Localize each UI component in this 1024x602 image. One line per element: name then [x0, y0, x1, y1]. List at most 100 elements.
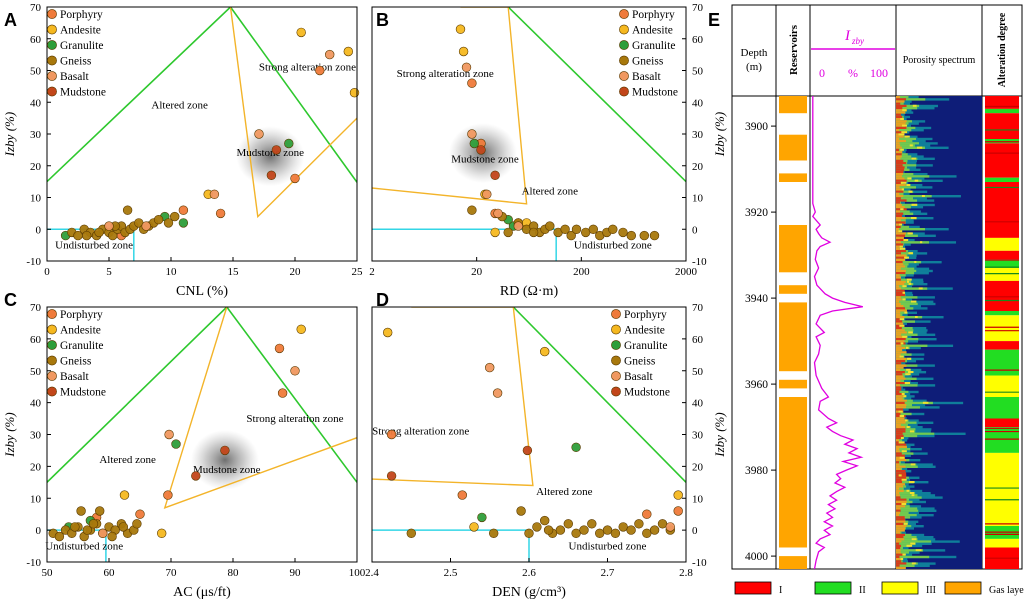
porosity-band — [896, 283, 914, 286]
data-point-gneiss — [618, 227, 628, 238]
porosity-band — [901, 503, 907, 505]
porosity-band — [896, 540, 932, 543]
legend-label: Basalt — [632, 71, 662, 83]
porosity-band — [896, 454, 905, 457]
porosity-band — [896, 432, 903, 435]
y-tick-label: 50 — [692, 66, 704, 78]
porosity-band — [896, 272, 906, 275]
data-point-gneiss — [657, 519, 668, 529]
porosity-band — [896, 155, 902, 158]
data-point-andesite — [539, 346, 550, 357]
porosity-band — [904, 135, 910, 138]
porosity-band — [896, 509, 919, 512]
porosity-band — [896, 113, 901, 116]
porosity-band — [896, 452, 914, 455]
porosity-band — [896, 120, 907, 123]
porosity-band — [908, 252, 913, 255]
porosity-band — [896, 445, 907, 449]
y-tick-label: 50 — [30, 366, 42, 378]
y-axis-label: Izby (%) — [2, 112, 17, 157]
porosity-band — [896, 533, 905, 537]
porosity-band — [901, 393, 905, 395]
data-point-andesite — [490, 227, 500, 238]
porosity-band — [896, 333, 918, 336]
gas-layer-band — [779, 397, 807, 548]
porosity-band — [905, 373, 911, 376]
porosity-band — [905, 346, 909, 349]
porosity-band — [899, 324, 905, 327]
izby-scale-unit: % — [848, 66, 858, 80]
alteration-band — [985, 237, 1019, 251]
data-point-andesite — [349, 87, 360, 98]
alteration-band — [985, 538, 1019, 548]
data-point-gneiss — [579, 525, 589, 535]
y-tick-label: -10 — [692, 256, 707, 268]
porosity-band — [907, 232, 913, 235]
porosity-band — [896, 443, 907, 446]
porosity-band — [896, 549, 901, 552]
green-boundary-line — [47, 7, 357, 183]
porosity-band — [901, 188, 905, 191]
porosity-band — [896, 516, 905, 519]
gas-layer-band — [779, 173, 807, 182]
porosity-band — [906, 368, 911, 371]
porosity-band — [896, 316, 923, 319]
porosity-band — [896, 496, 901, 499]
porosity-band — [896, 214, 903, 218]
porosity-band — [896, 553, 904, 556]
porosity-band — [911, 538, 917, 541]
data-point-gneiss — [132, 519, 142, 529]
porosity-band — [901, 478, 907, 481]
porosity-band — [896, 148, 900, 152]
data-point-gneiss — [54, 531, 65, 542]
data-point-gneiss — [649, 230, 660, 241]
porosity-band — [896, 278, 911, 281]
porosity-band — [896, 305, 904, 308]
data-point-porphyry — [290, 173, 300, 184]
porosity-band — [896, 223, 901, 226]
porosity-band — [896, 265, 906, 268]
porosity-band — [896, 364, 918, 367]
porosity-band — [908, 190, 913, 193]
izby-header-sub: zby — [851, 36, 864, 46]
izby-curve — [812, 96, 864, 570]
data-point-gneiss — [539, 515, 550, 526]
x-tick-label: 0 — [44, 266, 50, 278]
porosity-band — [896, 173, 904, 176]
mudstone-glow — [190, 430, 259, 490]
data-point-gneiss — [524, 528, 534, 538]
porosity-band — [896, 470, 906, 473]
porosity-band — [896, 274, 906, 277]
porosity-band — [900, 437, 904, 439]
y-axis-label: Izby (%) — [712, 412, 727, 457]
porosity-band — [896, 393, 905, 396]
porosity-band — [896, 184, 906, 187]
data-point-gneiss — [81, 230, 92, 241]
legend-marker-gneiss — [47, 355, 57, 366]
porosity-band — [896, 564, 900, 567]
x-axis-label: DEN (g/cm³) — [492, 585, 566, 600]
porosity-band — [896, 254, 906, 257]
depth-tick-label: 4000 — [745, 551, 768, 563]
porosity-band — [896, 199, 907, 202]
porosity-band — [896, 452, 902, 455]
log-frame — [731, 4, 1023, 570]
porosity-band — [896, 465, 906, 468]
porosity-band — [896, 390, 900, 394]
porosity-band — [896, 527, 905, 530]
porosity-band — [896, 159, 904, 163]
porosity-band — [896, 157, 918, 160]
porosity-band — [896, 408, 904, 411]
porosity-band — [896, 296, 918, 299]
porosity-band — [896, 228, 900, 231]
porosity-header: Porosity spectrum — [903, 55, 976, 66]
porosity-band — [896, 104, 907, 108]
porosity-band — [900, 148, 904, 151]
porosity-band — [896, 382, 905, 385]
zone-label: Undisturbed zone — [45, 540, 123, 552]
porosity-band — [896, 397, 903, 400]
porosity-band — [912, 104, 917, 107]
porosity-band — [896, 518, 906, 521]
porosity-band — [896, 96, 909, 99]
legend-marker-basalt — [47, 71, 57, 81]
